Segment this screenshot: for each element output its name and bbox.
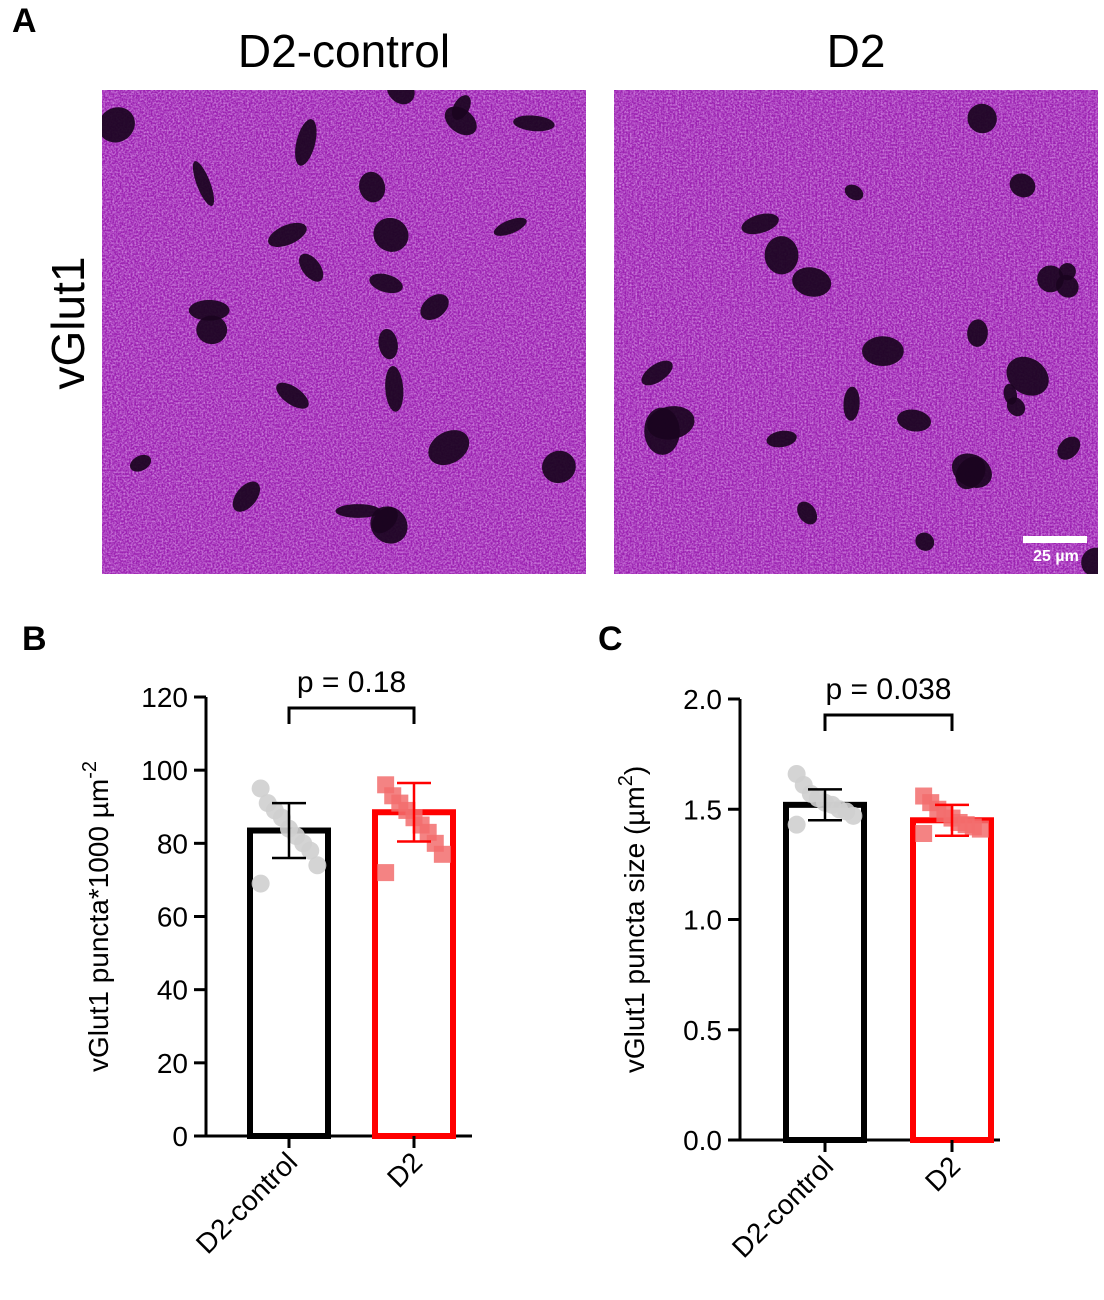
cell-body bbox=[967, 319, 988, 347]
cell-body bbox=[1006, 397, 1026, 417]
cell-body bbox=[102, 107, 135, 143]
cell-body bbox=[232, 481, 261, 512]
data-point bbox=[915, 825, 933, 843]
x-tick-label: D2-control bbox=[726, 1150, 839, 1263]
p-value-annotation: p = 0.18 bbox=[297, 666, 406, 699]
cell-body bbox=[766, 430, 797, 448]
data-point bbox=[844, 806, 863, 825]
bar-d2-control bbox=[783, 801, 867, 1143]
cell-body bbox=[276, 382, 309, 409]
cell-body bbox=[1057, 436, 1081, 460]
micrograph-d2: 25 µm bbox=[614, 90, 1098, 574]
cell-body bbox=[369, 273, 403, 294]
data-point bbox=[377, 864, 395, 882]
cell-body bbox=[493, 217, 527, 236]
cell-body bbox=[359, 171, 386, 203]
cell-body bbox=[897, 409, 932, 432]
x-tick-label: D2-control bbox=[190, 1146, 303, 1259]
chart-b-puncta-density: 0 20 40 60 80 100 120 vGlut1 puncta*1000 µm-2 D2… bbox=[79, 666, 472, 1260]
cell-body bbox=[513, 115, 555, 132]
cell-body bbox=[1058, 263, 1076, 281]
cell-body bbox=[386, 90, 415, 105]
y-axis-label: vGlut1 puncta size (µm2) bbox=[615, 766, 650, 1073]
cell-body bbox=[797, 501, 818, 525]
y-tick-label: 0 bbox=[172, 1121, 188, 1152]
row-label-vglut1: vGlut1 bbox=[42, 256, 94, 390]
cell-body bbox=[792, 267, 832, 297]
image-title-d2-control: D2-control bbox=[237, 25, 451, 77]
cell-body bbox=[129, 454, 152, 472]
y-tick-label: 1.0 bbox=[683, 905, 722, 936]
cell-body bbox=[915, 532, 935, 551]
y-axis-label: vGlut1 puncta*1000 µm-2 bbox=[79, 761, 114, 1072]
data-point bbox=[971, 820, 989, 838]
cell-body bbox=[188, 299, 230, 321]
micrograph-d2-control bbox=[102, 90, 586, 574]
p-value-annotation: p = 0.038 bbox=[826, 673, 952, 706]
y-tick-label: 1.5 bbox=[683, 794, 722, 825]
panel-a-letter: A bbox=[12, 2, 37, 40]
scale-bar-label: 25 µm bbox=[1033, 548, 1079, 565]
x-tick-label: D2 bbox=[919, 1150, 966, 1197]
y-tick-label: 20 bbox=[157, 1048, 188, 1079]
micrograph-puncta-texture bbox=[102, 90, 586, 574]
panel-c-letter: C bbox=[598, 620, 623, 658]
cell-body bbox=[373, 217, 409, 252]
y-tick-label: 120 bbox=[141, 682, 188, 713]
cell-body bbox=[967, 103, 997, 134]
cell-body bbox=[385, 366, 404, 412]
cell-body bbox=[951, 453, 992, 488]
panel-b-letter: B bbox=[22, 620, 47, 658]
image-title-d2: D2 bbox=[826, 25, 886, 77]
cell-body bbox=[1037, 265, 1064, 293]
cell-body bbox=[1081, 547, 1098, 574]
micrograph-puncta-texture bbox=[614, 90, 1098, 574]
cell-body bbox=[428, 430, 470, 466]
significance-bracket bbox=[823, 713, 954, 731]
cell-body bbox=[641, 360, 673, 386]
cell-body bbox=[844, 184, 864, 201]
data-point bbox=[301, 841, 320, 860]
cell-body bbox=[295, 119, 317, 166]
cell-body bbox=[335, 504, 381, 518]
chart-c-puncta-size: 0.0 0.5 1.0 1.5 2.0 vGlut1 puncta size (µm2) D… bbox=[615, 673, 1000, 1264]
data-point bbox=[251, 874, 270, 893]
cell-body bbox=[299, 253, 324, 282]
cell-body bbox=[1006, 356, 1049, 396]
cell-body bbox=[451, 95, 471, 120]
y-tick-label: 40 bbox=[157, 975, 188, 1006]
bar-d2 bbox=[910, 817, 994, 1143]
y-tick-label: 0.5 bbox=[683, 1015, 722, 1046]
data-point bbox=[433, 845, 451, 863]
x-tick-label: D2 bbox=[381, 1146, 428, 1193]
cell-body bbox=[420, 294, 449, 321]
significance-bracket bbox=[287, 706, 416, 724]
cell-body bbox=[378, 328, 398, 360]
cell-body bbox=[192, 161, 215, 207]
cell-body bbox=[268, 222, 307, 247]
cell-body bbox=[371, 507, 398, 534]
y-tick-label: 100 bbox=[141, 755, 188, 786]
data-point bbox=[308, 856, 327, 875]
cell-body bbox=[843, 386, 860, 421]
scale-bar bbox=[1023, 536, 1087, 543]
cell-body bbox=[862, 336, 904, 367]
cell-body bbox=[1009, 173, 1036, 198]
cell-body bbox=[542, 450, 576, 484]
cell-body bbox=[644, 407, 680, 455]
y-tick-label: 0.0 bbox=[683, 1125, 722, 1156]
y-tick-label: 80 bbox=[157, 828, 188, 859]
y-tick-label: 2.0 bbox=[683, 684, 722, 715]
cell-body bbox=[741, 213, 779, 235]
y-tick-label: 60 bbox=[157, 902, 188, 933]
cell-body bbox=[196, 315, 228, 345]
data-point bbox=[251, 779, 270, 798]
cell-body bbox=[764, 236, 799, 275]
data-point bbox=[787, 815, 806, 834]
